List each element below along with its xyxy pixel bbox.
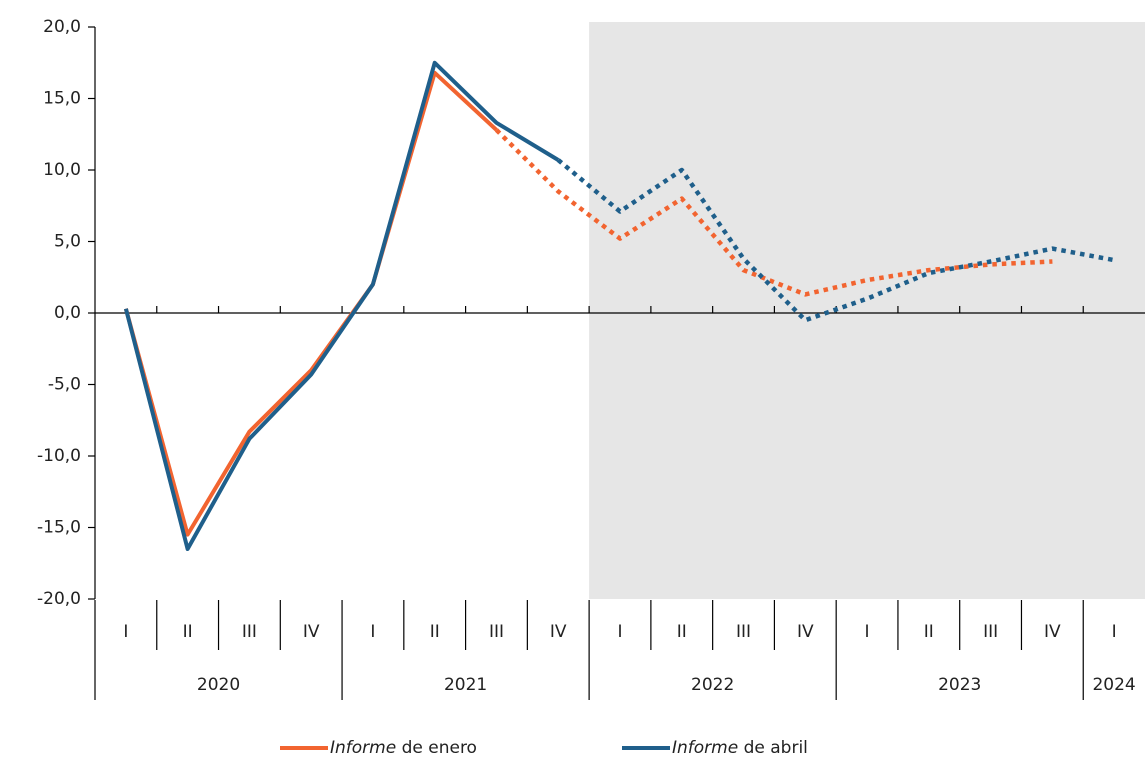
x-tick-label: II xyxy=(677,622,687,642)
year-label: 2024 xyxy=(1092,675,1135,695)
x-tick-label: I xyxy=(865,622,870,642)
year-label: 2021 xyxy=(444,675,487,695)
legend-label: Informe de enero xyxy=(330,738,477,758)
x-tick-label: I xyxy=(1112,622,1117,642)
year-label: 2022 xyxy=(691,675,734,695)
y-tick-label: 15,0 xyxy=(43,89,81,109)
y-tick-label: 5,0 xyxy=(54,232,81,252)
x-tick-label: II xyxy=(924,622,934,642)
year-label: 2020 xyxy=(197,675,240,695)
legend-label: Informe de abril xyxy=(672,738,808,758)
y-tick-label: -10,0 xyxy=(37,446,81,466)
series-line-projection xyxy=(494,128,1053,297)
x-tick-label: IV xyxy=(797,622,814,642)
series-line xyxy=(123,60,560,551)
projection-shade xyxy=(589,22,1145,599)
x-tick-label: III xyxy=(242,622,257,642)
year-label: 2023 xyxy=(938,675,981,695)
y-tick-label: 10,0 xyxy=(43,160,81,180)
x-tick-label: IV xyxy=(550,622,567,642)
x-tick-label: I xyxy=(370,622,375,642)
y-tick-label: -15,0 xyxy=(37,518,81,538)
series-line xyxy=(123,70,498,537)
y-tick-label: -5,0 xyxy=(48,375,81,395)
x-tick-label: II xyxy=(183,622,193,642)
x-tick-label: IV xyxy=(303,622,320,642)
x-tick-label: I xyxy=(123,622,128,642)
x-tick-label: IV xyxy=(1044,622,1061,642)
x-tick-label: III xyxy=(983,622,998,642)
series-line-projection xyxy=(556,158,1115,323)
x-tick-label: II xyxy=(430,622,440,642)
y-tick-label: 20,0 xyxy=(43,17,81,37)
x-tick-label: I xyxy=(617,622,622,642)
y-tick-label: -20,0 xyxy=(37,589,81,609)
y-tick-label: 0,0 xyxy=(54,303,81,323)
x-tick-label: III xyxy=(489,622,504,642)
x-tick-label: III xyxy=(736,622,751,642)
